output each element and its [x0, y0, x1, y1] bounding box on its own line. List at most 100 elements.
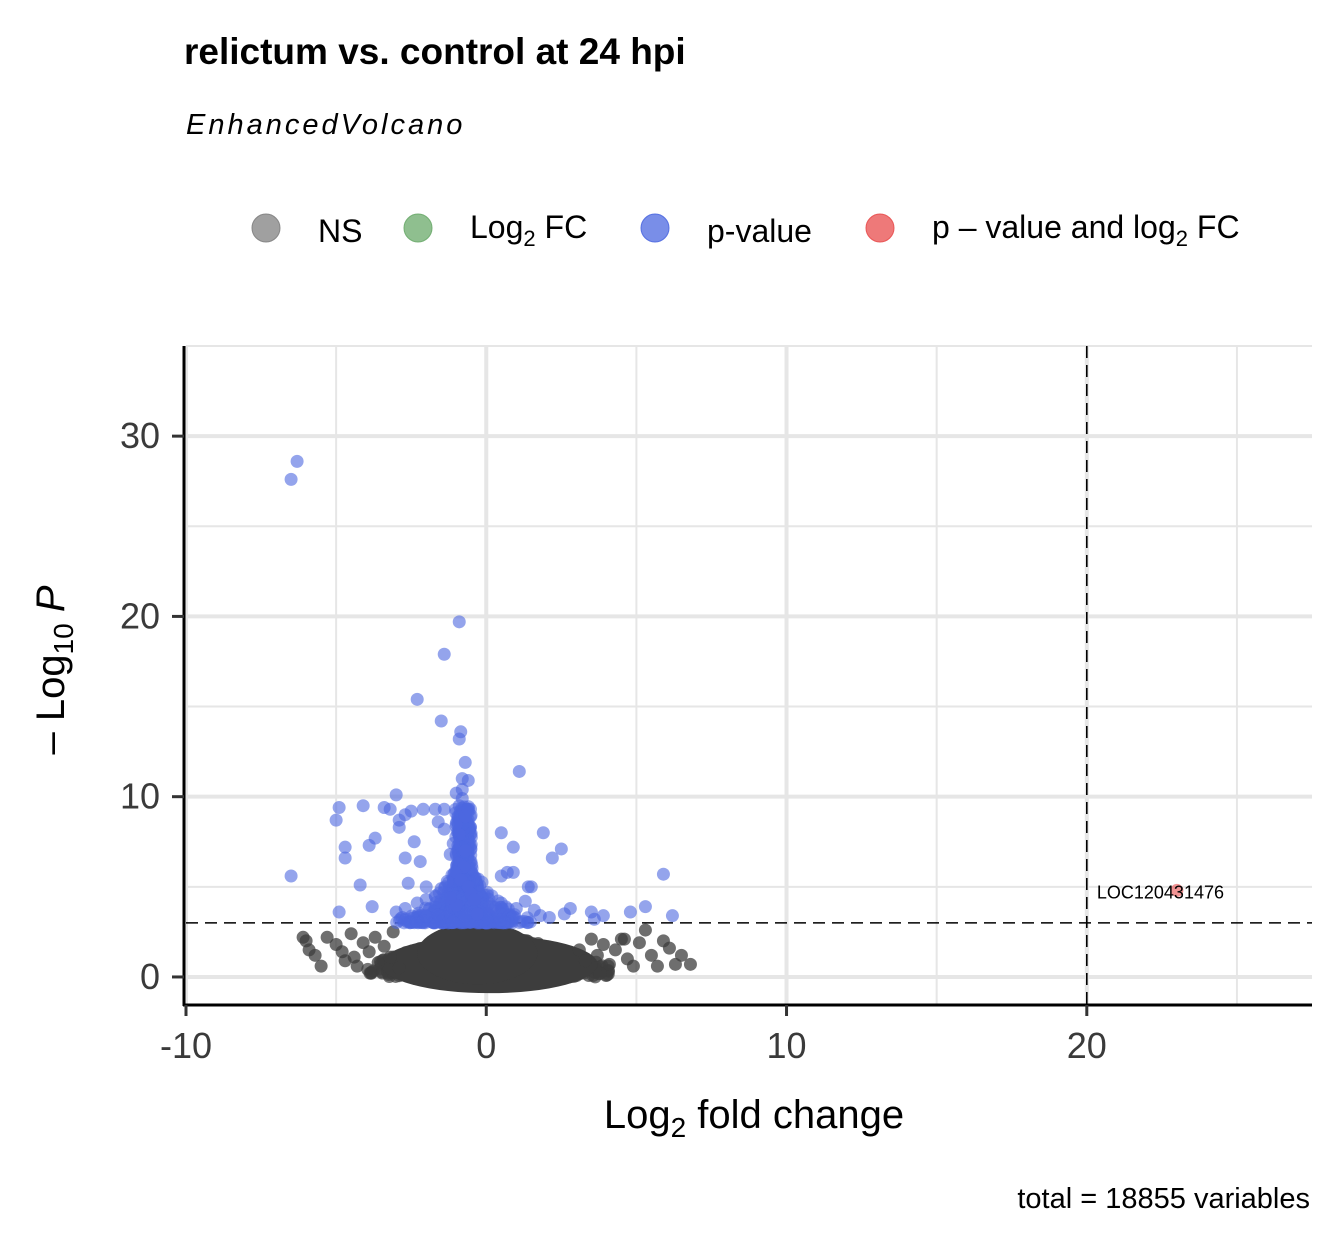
pvalue-point [410, 896, 424, 910]
pvalue-point [356, 799, 370, 813]
pvalue-point [452, 615, 466, 629]
pvalue-point [416, 802, 430, 816]
pvalue-point [494, 869, 508, 883]
y-tick-label: 20 [120, 595, 160, 636]
pvalue-point [656, 867, 670, 881]
pvalue-point [461, 802, 475, 816]
x-tick-label: 20 [1067, 1025, 1107, 1066]
ns-point [320, 930, 334, 944]
ns-point [368, 930, 382, 944]
y-tick-label: 10 [120, 776, 160, 817]
ns-point [572, 943, 586, 957]
legend: NS Log2 FC p-value p – value and log2 FC [251, 209, 1240, 251]
ns-point [596, 938, 610, 952]
legend-label-text: p-value [707, 213, 812, 249]
legend-label-sub: 2 [1176, 226, 1188, 251]
pvalue-point [410, 692, 424, 706]
y-axis-title-space [29, 612, 73, 623]
pvalue-point [494, 896, 508, 910]
ns-point [593, 966, 607, 980]
pvalue-point [545, 851, 559, 865]
pvalue-point [536, 826, 550, 840]
legend-label-Log2FC: Log2 FC [470, 209, 587, 251]
pvalue-point [398, 851, 412, 865]
legend-label-pvalue: p-value [707, 213, 812, 249]
legend-label-sub: 2 [523, 226, 535, 251]
chart-title: relictum vs. control at 24 hpi [184, 31, 686, 72]
pvalue-points [284, 454, 679, 930]
ns-point [662, 941, 676, 955]
chart-subtitle: EnhancedVolcano [186, 109, 465, 141]
pvalue-point [446, 837, 460, 851]
ns-point [650, 959, 664, 973]
ns-point [626, 959, 640, 973]
pvalue-point [332, 905, 346, 919]
pvalue-point [437, 802, 451, 816]
ns-point [377, 939, 391, 953]
pvalue-point [506, 865, 520, 879]
legend-label-both: p – value and log2 FC [932, 209, 1240, 251]
pvalue-point [471, 872, 485, 886]
pvalue-point [338, 840, 352, 854]
x-axis-title-text: Log [604, 1093, 671, 1137]
cutoff-lines [186, 346, 1312, 1004]
pvalue-point [449, 786, 463, 800]
pvalue-point [494, 913, 508, 927]
ns-point [350, 959, 364, 973]
legend-label-text: FC [1188, 209, 1240, 245]
pvalue-point [554, 842, 568, 856]
pvalue-point [365, 900, 379, 914]
ns-point [362, 945, 376, 959]
ns-point [371, 956, 385, 970]
ns-point [644, 948, 658, 962]
pvalue-point [518, 915, 532, 929]
pvalue-point [458, 844, 472, 858]
pvalue-point [419, 880, 433, 894]
pvalue-point [284, 472, 298, 486]
ns-points [296, 921, 697, 994]
pvalue-point [290, 454, 304, 468]
x-tick-label: 10 [767, 1025, 807, 1066]
y-axis-title: – Log10 P [29, 585, 79, 754]
y-axis-title-sub: 10 [48, 623, 79, 654]
pvalue-point [454, 725, 468, 739]
ns-point [578, 954, 592, 968]
pvalue-point [413, 855, 427, 869]
pvalue-point [419, 909, 433, 923]
ns-point [383, 950, 397, 964]
legend-label-text: FC [536, 209, 588, 245]
pvalue-point [587, 912, 601, 926]
pvalue-point [505, 911, 519, 925]
y-tick-label: 0 [140, 956, 160, 997]
pvalue-point [329, 813, 343, 827]
ns-point [344, 927, 358, 941]
pvalue-point [428, 802, 442, 816]
pvalue-point [518, 894, 532, 908]
ns-point [602, 957, 616, 971]
pvalue-point [407, 835, 421, 849]
pvalue-point [542, 910, 556, 924]
pvalue-point [470, 907, 484, 921]
pvalue-point [638, 900, 652, 914]
legend-label-text: p – value and log [932, 209, 1176, 245]
legend-key-Log2FC [403, 213, 433, 243]
ns-point [363, 966, 377, 980]
ns-point [617, 932, 631, 946]
pvalue-point [557, 907, 571, 921]
pvalue-point [458, 910, 472, 924]
legend-key-pvalue [640, 213, 670, 243]
ns-point [308, 948, 322, 962]
pvalue-point [353, 878, 367, 892]
pvalue-point [665, 909, 679, 923]
legend-key-NS [251, 213, 281, 243]
y-axis-title-italic: P [29, 585, 73, 612]
pvalue-point [332, 801, 346, 815]
pvalue-point [509, 901, 523, 915]
ns-point [632, 936, 646, 950]
pvalue-point [383, 802, 397, 816]
legend-label-text: NS [318, 213, 362, 249]
ns-point [392, 961, 406, 975]
grid [184, 345, 1312, 1004]
legend-label-text: Log [470, 209, 523, 245]
ns-point [608, 943, 622, 957]
